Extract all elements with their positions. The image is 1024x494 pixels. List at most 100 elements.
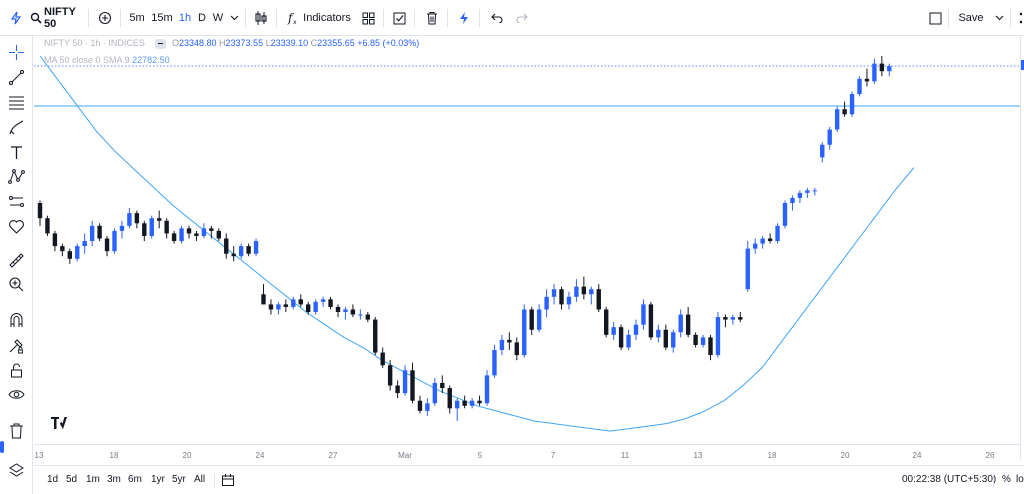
candle bbox=[857, 76, 862, 97]
candle bbox=[462, 395, 467, 409]
legend-exchange: INDICES bbox=[108, 38, 145, 48]
candle bbox=[201, 223, 207, 239]
range-5d-button[interactable]: 5d bbox=[66, 474, 78, 485]
candle bbox=[820, 142, 825, 163]
log-scale-button[interactable]: lo bbox=[1016, 474, 1024, 485]
range-1m-button[interactable]: 1m bbox=[86, 474, 100, 485]
candle bbox=[469, 398, 475, 409]
interval-5m-button[interactable]: 5m bbox=[129, 12, 145, 24]
candle bbox=[410, 362, 415, 404]
interval-1h-button[interactable]: 1h bbox=[178, 12, 192, 24]
more-settings-icon[interactable] bbox=[1014, 0, 1024, 36]
candle bbox=[231, 246, 236, 262]
candle bbox=[849, 91, 855, 117]
candle bbox=[715, 312, 721, 358]
candles-icon[interactable] bbox=[251, 0, 271, 36]
ma-legend-value: 22782.50 bbox=[132, 55, 170, 65]
redo-icon[interactable] bbox=[512, 0, 532, 36]
trend-line-icon[interactable] bbox=[6, 67, 27, 88]
lock-drawing-icon[interactable] bbox=[6, 335, 27, 356]
range-1d-button[interactable]: 1d bbox=[47, 474, 59, 485]
candle bbox=[253, 238, 259, 257]
clock-readout[interactable]: 00:22:38 (UTC+5:30) bbox=[902, 474, 997, 485]
candle bbox=[685, 306, 691, 338]
brush-icon[interactable] bbox=[6, 117, 27, 138]
candle bbox=[298, 294, 303, 307]
crosshair-icon[interactable] bbox=[6, 42, 27, 63]
candle bbox=[700, 334, 706, 348]
time-axis[interactable]: 13 18 20 24 27 Mar 5 7 11 13 18 20 24 26 bbox=[34, 444, 1020, 464]
ma-legend[interactable]: MA 50 close 0 SMA 9 22782.50 bbox=[44, 55, 170, 65]
toolbar-divider bbox=[479, 9, 480, 27]
range-3m-button[interactable]: 3m bbox=[107, 474, 121, 485]
interval-d-button[interactable]: D bbox=[198, 12, 206, 24]
symbol-legend: NIFTY 50 · 1h · INDICES O23348.80 H23373… bbox=[44, 38, 419, 49]
time-tick-label: 11 bbox=[620, 451, 630, 460]
percent-scale-button[interactable]: % bbox=[1002, 474, 1011, 485]
layout-square-icon[interactable] bbox=[926, 0, 944, 36]
svg-text:f: f bbox=[287, 11, 295, 25]
trash-icon[interactable] bbox=[6, 420, 27, 441]
range-6m-button[interactable]: 6m bbox=[128, 474, 142, 485]
price-scale[interactable] bbox=[1020, 36, 1024, 460]
lock-icon[interactable] bbox=[6, 360, 27, 381]
calendar-icon[interactable] bbox=[221, 473, 235, 490]
pattern-icon[interactable] bbox=[6, 166, 27, 187]
candle bbox=[738, 312, 743, 323]
eye-icon[interactable] bbox=[6, 384, 27, 405]
price-chart[interactable] bbox=[34, 36, 1020, 444]
text-icon[interactable] bbox=[6, 142, 27, 163]
search-icon[interactable] bbox=[28, 0, 44, 36]
candle bbox=[581, 276, 587, 300]
layers-icon[interactable] bbox=[6, 460, 27, 481]
interval-w-button[interactable]: W bbox=[212, 12, 224, 24]
fib-retracement-icon[interactable] bbox=[6, 92, 27, 113]
candle bbox=[45, 215, 50, 236]
compare-symbol-button[interactable] bbox=[95, 0, 115, 36]
candle bbox=[350, 304, 356, 318]
ruler-icon[interactable] bbox=[6, 250, 27, 271]
candle bbox=[268, 299, 274, 315]
alert-check-icon[interactable] bbox=[389, 0, 409, 36]
chart-pane[interactable]: NIFTY 50 · 1h · INDICES O23348.80 H23373… bbox=[34, 36, 1020, 460]
range-5yr-button[interactable]: 5yr bbox=[172, 474, 186, 485]
trash-icon[interactable] bbox=[422, 0, 442, 36]
heart-icon[interactable] bbox=[6, 216, 27, 237]
candle bbox=[760, 235, 765, 249]
magnet-icon[interactable] bbox=[6, 310, 27, 331]
forecast-icon[interactable] bbox=[6, 191, 27, 212]
drawing-toolbar bbox=[0, 36, 33, 494]
candle bbox=[797, 190, 803, 204]
candle bbox=[395, 380, 400, 399]
panel-toggle-handle[interactable] bbox=[0, 441, 4, 453]
candle bbox=[283, 299, 289, 313]
chevron-down-icon[interactable] bbox=[227, 0, 241, 36]
candle bbox=[365, 312, 370, 323]
range-all-button[interactable]: All bbox=[194, 474, 206, 485]
candle bbox=[402, 365, 408, 396]
range-1yr-button[interactable]: 1yr bbox=[151, 474, 165, 485]
candle bbox=[656, 324, 661, 343]
candle bbox=[313, 299, 318, 315]
chevron-down-icon[interactable] bbox=[992, 0, 1006, 36]
symbol-search-button[interactable]: NIFTY 50 bbox=[44, 6, 76, 30]
replay-lightning-icon[interactable] bbox=[454, 0, 474, 36]
interval-15m-button[interactable]: 15m bbox=[151, 12, 173, 24]
candle bbox=[887, 63, 892, 77]
undo-icon[interactable] bbox=[487, 0, 507, 36]
templates-icon[interactable] bbox=[358, 0, 378, 36]
save-button[interactable]: Save bbox=[958, 12, 984, 24]
candle bbox=[380, 347, 385, 368]
candle bbox=[179, 225, 184, 244]
indicators-button[interactable]: Indicators bbox=[303, 12, 351, 24]
zoom-in-icon[interactable] bbox=[6, 274, 27, 295]
candle bbox=[641, 299, 646, 330]
candle bbox=[492, 344, 497, 378]
legend-collapse-button[interactable] bbox=[155, 38, 167, 49]
candle bbox=[812, 187, 817, 196]
lightning-icon[interactable] bbox=[6, 0, 26, 36]
time-tick-label: Mar bbox=[398, 451, 412, 460]
